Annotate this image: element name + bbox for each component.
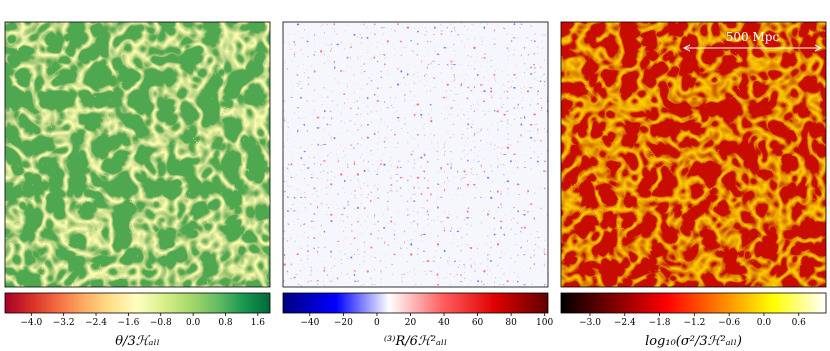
tick-label: −3.0 <box>579 318 601 328</box>
tick-label: −1.6 <box>117 318 139 328</box>
colorbar <box>282 292 549 314</box>
colorbar-label: ⁽³⁾R/6ℋ²ₐₗₗ <box>384 334 447 349</box>
map-frame <box>4 21 271 288</box>
tick-label: 100 <box>536 318 553 328</box>
tick-label: 80 <box>505 318 517 328</box>
tick-label: −1.2 <box>683 318 705 328</box>
colorbar-label: θ/3ℋₐₗₗ <box>115 334 160 349</box>
colorbar <box>4 292 271 314</box>
arrow-head <box>814 44 823 52</box>
tick-label: −0.8 <box>150 318 172 328</box>
tick-label: 20 <box>405 318 417 328</box>
tick-label: −40 <box>300 318 319 328</box>
tick-label: 0.6 <box>792 318 807 328</box>
tick-label: 0.0 <box>186 318 201 328</box>
colorbar <box>560 292 827 314</box>
tick-label: 60 <box>472 318 484 328</box>
tick-label: −4.0 <box>20 318 42 328</box>
map-frame <box>560 21 827 288</box>
tick-label: −1.8 <box>649 318 671 328</box>
tick-label: −20 <box>334 318 353 328</box>
tick-label: −0.6 <box>718 318 740 328</box>
map-image <box>5 22 270 287</box>
map-frame <box>282 21 549 288</box>
tick-label: 0.0 <box>757 318 772 328</box>
tick-label: −3.2 <box>53 318 75 328</box>
tick-label: 0.8 <box>218 318 233 328</box>
tick-label: 1.6 <box>251 318 266 328</box>
arrow-head <box>682 44 691 52</box>
tick-label: −2.4 <box>85 318 107 328</box>
tick-label: 0 <box>374 318 380 328</box>
colorbar-label: log₁₀(σ²/3ℋ²ₐₗₗ) <box>645 334 742 349</box>
tick-label: 40 <box>438 318 450 328</box>
map-image <box>561 22 826 287</box>
map-image <box>283 22 548 287</box>
scale-annotation: 500 Mpc <box>726 30 780 44</box>
tick-label: −2.4 <box>614 318 636 328</box>
